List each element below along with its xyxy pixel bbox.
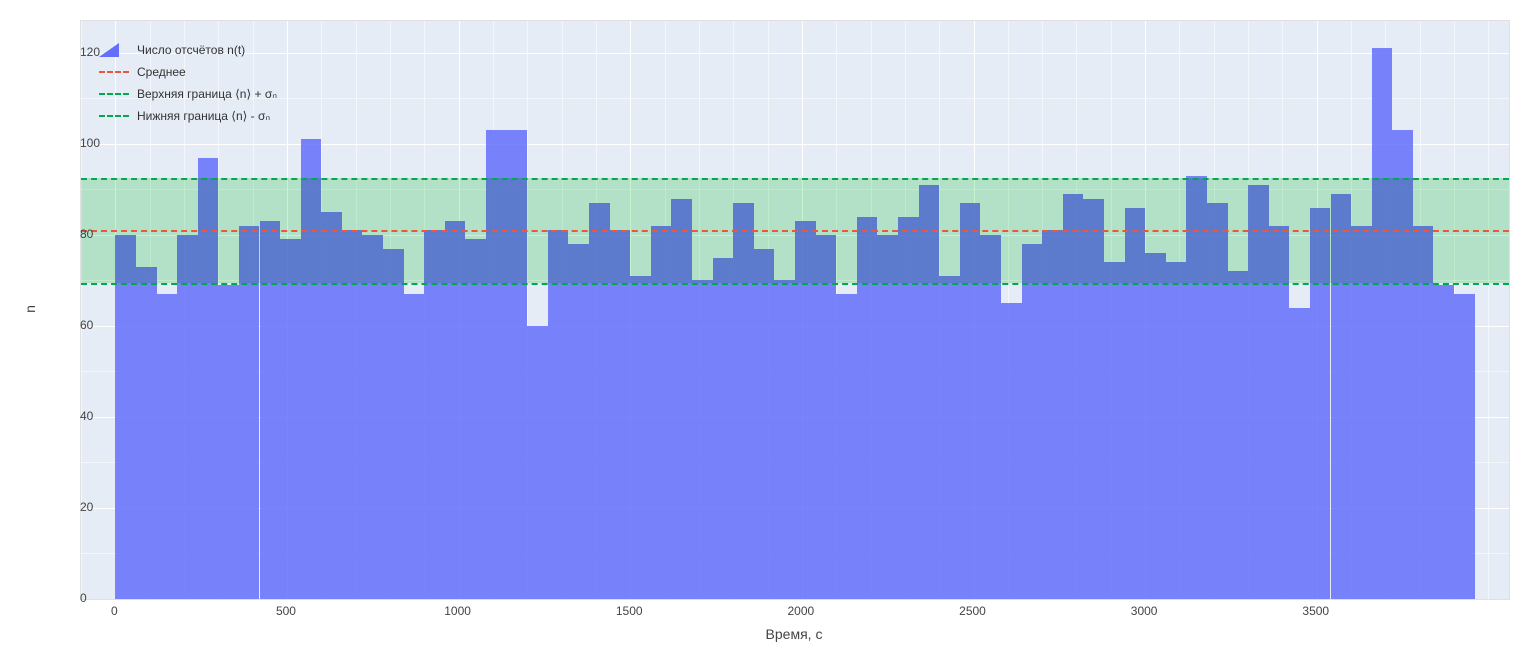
histogram-bar[interactable] <box>1289 308 1310 599</box>
histogram-bar[interactable] <box>980 235 1001 599</box>
histogram-bar[interactable] <box>774 280 795 599</box>
legend-swatch <box>99 43 129 57</box>
histogram-bar[interactable] <box>527 326 548 599</box>
histogram-bar[interactable] <box>115 235 136 599</box>
histogram-bar[interactable] <box>280 239 301 599</box>
histogram-bar[interactable] <box>877 235 898 599</box>
legend-label: Верхняя граница ⟨n⟩ + σₙ <box>137 87 277 101</box>
x-tick-label: 0 <box>111 604 118 618</box>
legend-swatch <box>99 65 129 79</box>
x-tick-label: 500 <box>276 604 296 618</box>
legend-item[interactable]: Нижняя граница ⟨n⟩ - σₙ <box>99 105 277 127</box>
histogram-bar[interactable] <box>1022 244 1043 599</box>
histogram-bar[interactable] <box>816 235 837 599</box>
histogram-bar[interactable] <box>713 258 734 599</box>
counts-histogram-chart[interactable]: Число отсчётов n(t) Среднее Верхняя границ… <box>0 0 1518 658</box>
legend-item[interactable]: Среднее <box>99 61 277 83</box>
grid-line-h <box>81 98 1509 99</box>
grid-line-h <box>81 144 1509 145</box>
histogram-bar[interactable] <box>1454 294 1475 599</box>
histogram-bar[interactable] <box>404 294 425 599</box>
histogram-bar[interactable] <box>424 230 445 599</box>
lower-bound-line <box>81 283 1509 285</box>
histogram-bar[interactable] <box>1104 262 1125 599</box>
x-axis-title: Время, с <box>766 626 823 642</box>
x-tick-label: 3000 <box>1131 604 1158 618</box>
legend-label: Среднее <box>137 65 186 79</box>
histogram-bar[interactable] <box>568 244 589 599</box>
legend-item[interactable]: Число отсчётов n(t) <box>99 39 277 61</box>
upper-bound-line <box>81 178 1509 180</box>
grid-line-v <box>1488 21 1489 599</box>
legend-label: Нижняя граница ⟨n⟩ - σₙ <box>137 109 270 123</box>
grid-line-h <box>81 599 1509 600</box>
histogram-bar[interactable] <box>939 276 960 599</box>
plot-area[interactable]: Число отсчётов n(t) Среднее Верхняя границ… <box>80 20 1510 600</box>
histogram-bar[interactable] <box>157 294 178 599</box>
x-tick-label: 1000 <box>444 604 471 618</box>
histogram-bar[interactable] <box>692 280 713 599</box>
x-tick-label: 2000 <box>788 604 815 618</box>
x-tick-label: 3500 <box>1302 604 1329 618</box>
histogram-bar[interactable] <box>630 276 651 599</box>
histogram-bar[interactable] <box>383 249 404 599</box>
legend-item[interactable]: Верхняя граница ⟨n⟩ + σₙ <box>99 83 277 105</box>
histogram-bar[interactable] <box>1001 303 1022 599</box>
histogram-bar[interactable] <box>1228 271 1249 599</box>
histogram-bar[interactable] <box>754 249 775 599</box>
histogram-bar[interactable] <box>465 239 486 599</box>
legend-swatch <box>99 87 129 101</box>
grid-line-h <box>81 53 1509 54</box>
legend-swatch <box>99 109 129 123</box>
x-tick-label: 1500 <box>616 604 643 618</box>
y-axis-title: n <box>22 305 38 313</box>
histogram-bar[interactable] <box>362 235 383 599</box>
histogram-bar[interactable] <box>1372 48 1393 599</box>
x-tick-label: 2500 <box>959 604 986 618</box>
histogram-bar[interactable] <box>836 294 857 599</box>
histogram-bar[interactable] <box>1145 253 1166 599</box>
histogram-bar[interactable] <box>1166 262 1187 599</box>
histogram-bar[interactable] <box>610 230 631 599</box>
histogram-bar[interactable] <box>548 230 569 599</box>
histogram-bar[interactable] <box>177 235 198 599</box>
histogram-bar[interactable] <box>1042 230 1063 599</box>
mean-line <box>81 230 1509 232</box>
histogram-bar[interactable] <box>1433 285 1454 599</box>
histogram-bar[interactable] <box>218 285 239 599</box>
legend-label: Число отсчётов n(t) <box>137 43 245 57</box>
histogram-bar[interactable] <box>342 230 363 599</box>
histogram-bar[interactable] <box>136 267 157 599</box>
legend[interactable]: Число отсчётов n(t) Среднее Верхняя границ… <box>93 35 283 131</box>
